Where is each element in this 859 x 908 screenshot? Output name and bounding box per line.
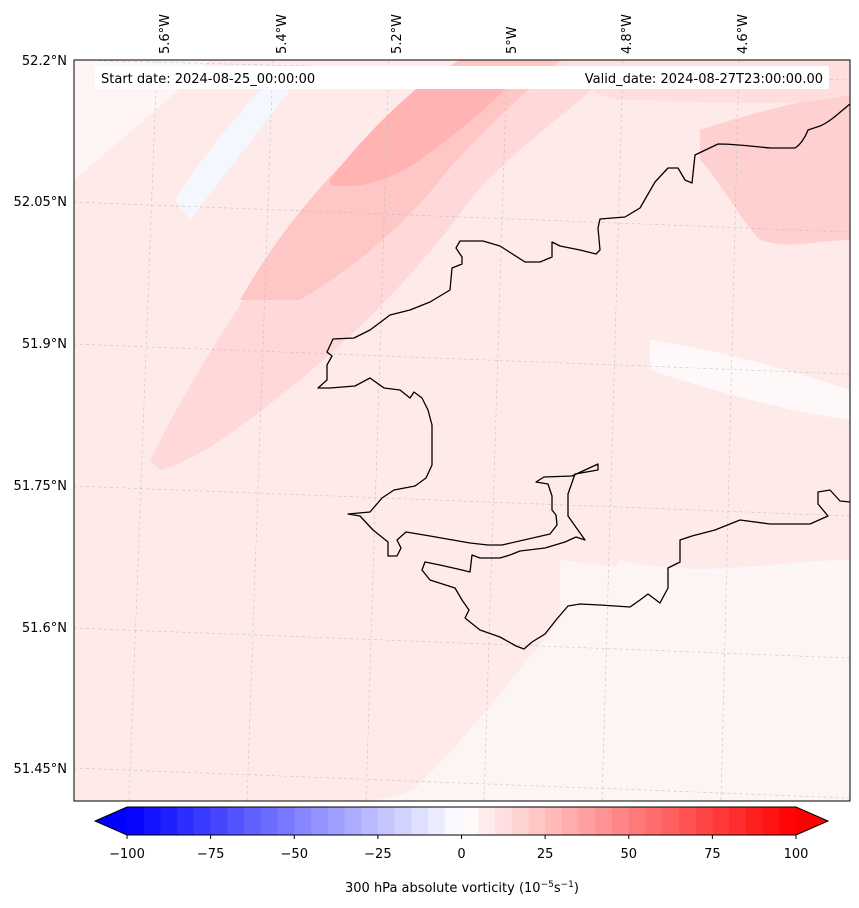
map-frame: [73, 59, 851, 802]
colorbar-segment: [662, 807, 680, 835]
lon-label: 4.6°W: [736, 14, 751, 54]
colorbar-segment: [545, 807, 563, 835]
lat-label: 51.75°N: [14, 479, 67, 494]
colorbar-segment: [160, 807, 178, 835]
vorticity-band-strong: [330, 70, 520, 187]
lat-label: 51.9°N: [22, 337, 67, 352]
colorbar-segment: [193, 807, 212, 835]
colorbar-segment: [729, 807, 747, 835]
colorbar-tick-label: −100: [109, 847, 145, 862]
vorticity-field: [74, 60, 850, 801]
colorbar-segment: [361, 807, 379, 835]
colorbar-segment: [628, 807, 646, 835]
colorbar-segment: [678, 807, 697, 835]
colorbar-segment: [461, 807, 479, 835]
colorbar-segment: [310, 807, 329, 835]
colorbar-segment: [277, 807, 295, 835]
lat-label: 51.6°N: [22, 621, 67, 636]
colorbar-segment: [612, 807, 630, 835]
colorbar-segment: [745, 807, 763, 835]
colorbar-segment: [528, 807, 546, 835]
colorbar-tick-label: −75: [197, 847, 224, 862]
colorbar-segment: [327, 807, 345, 835]
vorticity-band-near-zero-east: [650, 340, 850, 420]
colorbar-segment: [779, 807, 797, 835]
colorbar-segment: [595, 807, 613, 835]
colorbar-tick-label: −50: [281, 847, 308, 862]
lon-label: 5.2°W: [390, 14, 405, 54]
colorbar-segment: [177, 807, 195, 835]
lon-label: 4.8°W: [620, 14, 635, 54]
lat-label: 52.05°N: [14, 195, 67, 210]
colorbar-segment: [762, 807, 780, 835]
colorbar-segment: [127, 807, 145, 835]
colorbar-segment: [578, 807, 596, 835]
colorbar-label: 300 hPa absolute vorticity (10−5s−1): [345, 880, 579, 896]
vorticity-band-light: [150, 60, 620, 470]
colorbar-segment: [394, 807, 412, 835]
date-info-box: [95, 66, 829, 89]
map-panel: [74, 60, 850, 801]
lat-label: 52.2°N: [22, 54, 67, 69]
colorbar-segment: [411, 807, 429, 835]
colorbar-segment: [645, 807, 663, 835]
colorbar-segment: [143, 807, 161, 835]
colorbar-segment: [294, 807, 312, 835]
colorbar-segment: [377, 807, 396, 835]
start-date-label: Start date: 2024-08-25_00:00:00: [101, 72, 315, 87]
coastline-main: [317, 103, 850, 650]
lat-label: 51.45°N: [14, 762, 67, 777]
vorticity-band-moderate: [240, 60, 560, 300]
latitude-labels: 52.2°N 52.05°N 51.9°N 51.75°N 51.6°N 51.…: [14, 54, 67, 777]
lon-label: 5.4°W: [275, 14, 290, 54]
lon-label: 5°W: [505, 26, 520, 54]
colorbar-tick-label: 75: [704, 847, 721, 862]
colorbar-tick-label: −25: [364, 847, 391, 862]
colorbar-segment: [428, 807, 446, 835]
colorbar-extend-low: [95, 807, 127, 835]
colorbar-ticks: −100 −75 −50 −25 0 25 50 75 100: [109, 835, 808, 862]
colorbar-segment: [695, 807, 713, 835]
coastline: [317, 103, 850, 650]
colorbar-segment: [494, 807, 513, 835]
colorbar-tick-label: 50: [620, 847, 637, 862]
colorbar-segment: [511, 807, 529, 835]
colorbar-tick-label: 0: [457, 847, 465, 862]
vorticity-band-near-zero-south: [400, 560, 850, 801]
colorbar-tick-label: 100: [784, 847, 809, 862]
colorbar-segment: [444, 807, 462, 835]
colorbar-tick-label: 25: [537, 847, 554, 862]
colorbar-segment: [227, 807, 245, 835]
colorbar-segment: [561, 807, 579, 835]
lon-label: 5.6°W: [158, 14, 173, 54]
colorbar-segment: [478, 807, 496, 835]
colorbar-segment: [210, 807, 228, 835]
valid-date-label: Valid_date: 2024-08-27T23:00:00.00: [585, 72, 823, 87]
colorbar-segment: [244, 807, 262, 835]
longitude-labels: 5.6°W 5.4°W 5.2°W 5°W 4.8°W 4.6°W: [158, 14, 751, 54]
colorbar-segment: [712, 807, 730, 835]
vorticity-band-negative: [175, 80, 290, 220]
vorticity-band-near-zero-west: [74, 60, 210, 180]
colorbar-segment: [344, 807, 362, 835]
colorbar-segment: [260, 807, 278, 835]
colorbar-segments: [127, 807, 797, 835]
colorbar: −100 −75 −50 −25 0 25 50 75 100 300 hPa absolute…: [93, 806, 830, 896]
colorbar-extend-high: [796, 807, 828, 835]
